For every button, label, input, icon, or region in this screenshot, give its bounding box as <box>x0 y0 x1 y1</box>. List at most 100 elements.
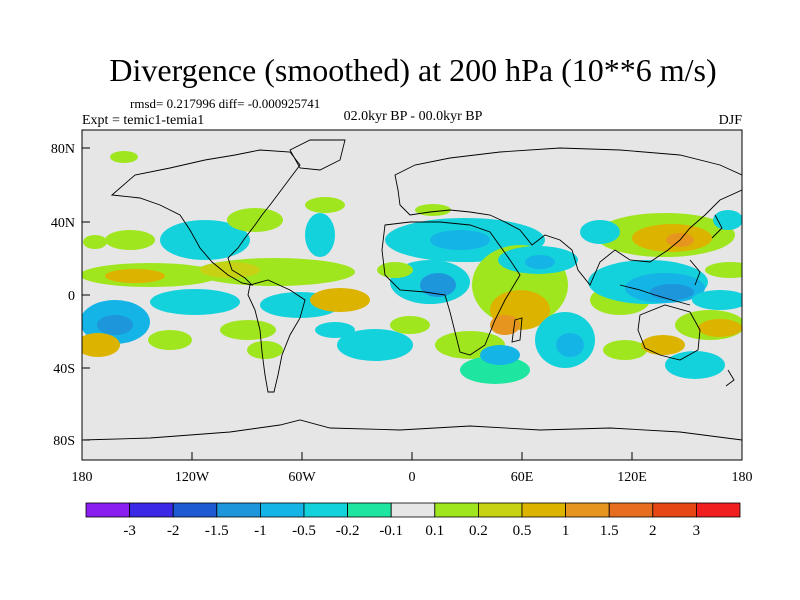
lat-label-80s: 80S <box>53 434 75 449</box>
anomaly-negative <box>420 273 456 297</box>
anomaly-positive <box>490 315 520 335</box>
anomaly-positive <box>220 320 276 340</box>
anomaly-negative <box>460 356 530 384</box>
colorbar-cells <box>85 502 741 518</box>
colorbar-label: -2 <box>167 523 180 539</box>
colorbar: -3 -2 -1.5 -1 -0.5 -0.2 -0.1 0.1 0.2 0.5 1 1.5 2 3 <box>85 502 741 539</box>
anomaly-negative <box>305 213 335 257</box>
anomaly-negative <box>97 315 133 335</box>
colorbar-label: 2 <box>649 523 657 539</box>
africa-coast <box>381 221 521 356</box>
colorbar-label: -0.5 <box>292 523 316 539</box>
lon-label-60e: 60E <box>511 470 534 485</box>
anomaly-negative <box>337 329 413 361</box>
anomaly-negative <box>480 345 520 365</box>
colorbar-cell <box>347 502 392 518</box>
lon-label-180w: 180 <box>72 470 93 485</box>
philippines-coast <box>689 259 701 286</box>
colorbar-label: -0.2 <box>336 523 360 539</box>
latitude-axis: 80N 40N 0 40S 80S <box>51 142 90 449</box>
colorbar-cell <box>85 502 130 518</box>
colorbar-cell <box>608 502 654 518</box>
longitude-axis: 180 120W 60W 0 60E 120E 180 <box>72 452 753 485</box>
lon-label-180e: 180 <box>732 470 753 485</box>
lon-label-120w: 120W <box>175 470 210 485</box>
new-zealand-coast <box>725 369 735 387</box>
lat-label-40s: 40S <box>53 362 75 377</box>
colorbar-label: 0.1 <box>425 523 444 539</box>
anomaly-negative <box>525 255 555 269</box>
anomaly-positive <box>82 333 120 357</box>
anomaly-positive <box>148 330 192 350</box>
experiment-label: Expt = temic1-temia1 <box>82 113 204 128</box>
colorbar-label: -1.5 <box>205 523 229 539</box>
lon-label-0: 0 <box>409 470 416 485</box>
japan-coast <box>711 214 723 239</box>
anomaly-positive <box>105 269 165 283</box>
anomaly-positive <box>603 340 647 360</box>
indonesia-coast <box>619 284 691 306</box>
anomaly-positive <box>227 208 283 232</box>
colorbar-label: 0.5 <box>513 523 532 539</box>
lat-label-0: 0 <box>68 289 75 304</box>
anomaly-positive <box>698 319 742 337</box>
colorbar-label: -3 <box>123 523 136 539</box>
lat-label-80n: 80N <box>51 142 75 157</box>
anomaly-negative <box>150 289 240 315</box>
colorbar-label: 3 <box>693 523 701 539</box>
colorbar-cell <box>434 502 479 518</box>
eurasia-coast <box>394 147 742 286</box>
period-label: 02.0kyr BP - 00.0kyr BP <box>344 109 483 124</box>
colorbar-cell <box>521 502 566 518</box>
anomaly-positive <box>247 341 283 359</box>
colorbar-label: -0.1 <box>379 523 403 539</box>
colorbar-labels: -3 -2 -1.5 -1 -0.5 -0.2 -0.1 0.1 0.2 0.5 1 1.5 2 3 <box>123 523 700 539</box>
anomaly-negative <box>665 351 725 379</box>
lon-label-120e: 120E <box>617 470 647 485</box>
lon-label-60w: 60W <box>288 470 316 485</box>
anomaly-positive <box>305 197 345 213</box>
anomaly-negative <box>160 220 250 260</box>
colorbar-label: 0.2 <box>469 523 488 539</box>
australia-coast <box>637 304 701 361</box>
anomaly-positive <box>310 288 370 312</box>
colorbar-cell <box>390 502 436 518</box>
colorbar-cell <box>172 502 218 518</box>
colorbar-cell <box>696 502 741 518</box>
divergence-field <box>82 151 742 384</box>
coastlines <box>82 139 742 441</box>
anomaly-positive <box>377 262 413 278</box>
figure-title: Divergence (smoothed) at 200 hPa (10**6 … <box>109 52 716 88</box>
anomaly-positive <box>83 235 107 249</box>
colorbar-cell <box>129 502 174 518</box>
colorbar-label: 1.5 <box>600 523 619 539</box>
colorbar-cell <box>216 502 261 518</box>
north-america-coast <box>110 149 301 286</box>
anomaly-negative <box>650 284 694 300</box>
season-label: DJF <box>719 113 743 128</box>
anomaly-negative <box>430 230 490 250</box>
antarctica-coast <box>82 419 742 441</box>
colorbar-cell <box>259 502 305 518</box>
anomaly-negative <box>692 290 742 310</box>
colorbar-label: 1 <box>562 523 570 539</box>
anomaly-positive <box>110 151 138 163</box>
colorbar-cell <box>477 502 523 518</box>
madagascar-coast <box>511 317 523 343</box>
colorbar-cell <box>303 502 348 518</box>
anomaly-negative <box>315 322 355 338</box>
anomaly-negative <box>580 220 620 244</box>
anomaly-negative <box>556 333 584 357</box>
lat-label-40n: 40N <box>51 216 75 231</box>
south-america-coast <box>247 279 306 393</box>
stats-line: rmsd= 0.217996 diff= -0.000925741 <box>130 96 320 111</box>
anomaly-positive <box>390 316 430 334</box>
colorbar-cell <box>652 502 697 518</box>
colorbar-label: -1 <box>254 523 267 539</box>
anomaly-positive <box>105 230 155 250</box>
anomaly-positive <box>200 262 260 278</box>
greenland-coast <box>289 139 346 171</box>
colorbar-cell <box>565 502 610 518</box>
